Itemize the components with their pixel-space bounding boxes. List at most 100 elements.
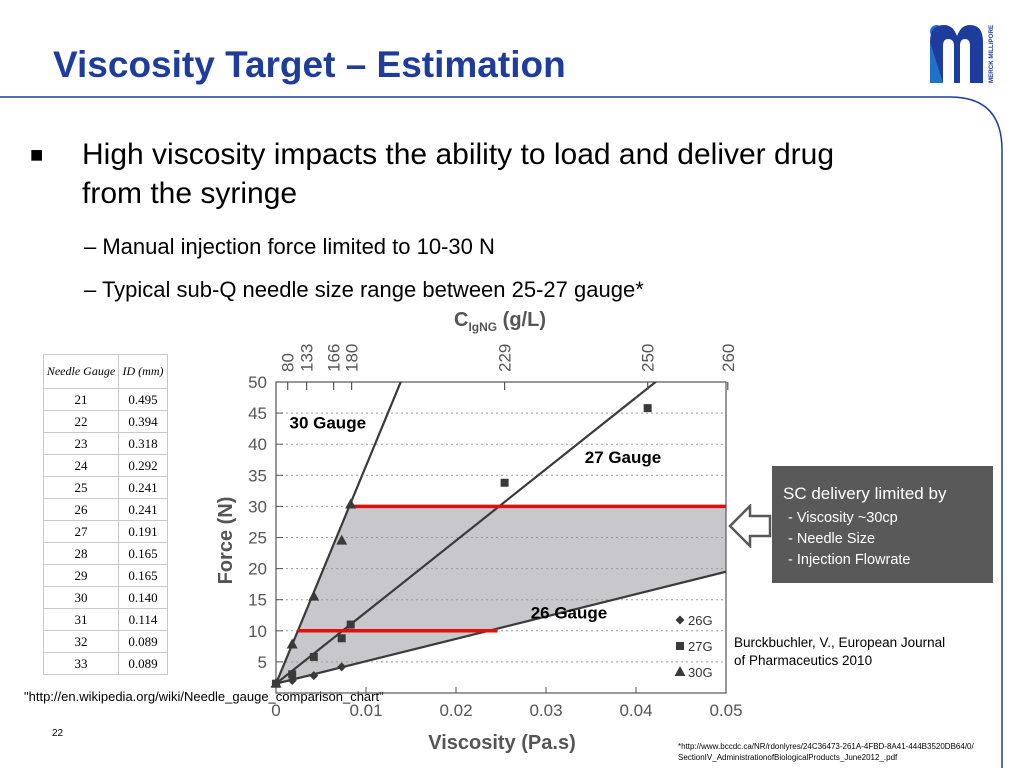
top-axis-title: CIgNG (g/L) [454,309,546,334]
y-tick-label: 45 [248,404,267,423]
x-tick-label: 0.05 [709,701,742,720]
table-row: 28 0.165 [43,542,168,565]
table-cell-id: 0.191 [118,520,168,543]
series-line-label: 27 Gauge [585,448,662,467]
fit-line-26g [276,570,726,685]
table-cell-gauge: 33 [43,652,119,675]
legend-marker-27g [676,642,684,650]
table-row: 29 0.165 [43,564,168,587]
table-row: 25 0.241 [43,476,168,499]
data-point-26g [309,671,319,681]
table-cell-gauge: 30 [43,586,119,609]
table-row: 30 0.140 [43,586,168,609]
table-cell-id: 0.241 [118,498,168,521]
page-number: 22 [52,728,64,739]
table-cell-id: 0.114 [118,608,168,631]
sub-bullet-injection-force: – Manual injection force limited to 10-3… [84,234,495,259]
chart-legend: 26G 27G 30G [674,613,713,680]
data-point-27g [288,670,297,679]
y-tick-label: 15 [248,591,267,610]
table-row: 21 0.495 [43,388,168,411]
footnote-line-2: SectionIV_AdministrationofBiologicalProd… [678,753,898,762]
citation-line-2: of Pharmaceutics 2010 [734,653,873,668]
table-header-id: ID (mm) [118,354,168,389]
y-tick-label: 30 [248,497,267,516]
data-point-30g [308,590,320,601]
callout-item-needle-size: - Needle Size [788,531,876,547]
callout-item-viscosity: - Viscosity ~30cp [788,510,898,526]
top-tick-label: 180 [343,344,362,372]
callout-item-flowrate: - Injection Flowrate [788,552,911,568]
data-point-26g [337,662,347,672]
data-point-30g [270,677,282,688]
merck-millipore-logo: MERCK MILLIPORE [930,25,995,83]
top-tick-label: 166 [325,344,344,372]
footnote-line-1: *http://www.bccdc.ca/NR/rdonlyres/24C364… [678,742,974,751]
top-tick-label: 229 [496,344,515,372]
feasible-region-shading [276,506,726,684]
left-arrow-icon [728,504,772,548]
y-tick-label: 35 [248,466,267,485]
x-tick-label: 0.04 [619,701,652,720]
table-row: 27 0.191 [43,520,168,543]
legend-marker-30g [674,666,686,676]
data-point-30g [345,498,357,509]
table-row: 24 0.292 [43,454,168,477]
y-tick-label: 5 [258,653,267,672]
bullet-marker: ■ [30,142,44,167]
top-tick-label: 80 [279,353,298,372]
x-tick-label: 0.02 [439,701,472,720]
y-tick-label: 50 [248,373,267,392]
sc-delivery-callout: SC delivery limited by - Viscosity ~30cp… [772,466,993,583]
journal-citation: Burckbuchler, V., European Journal of Ph… [734,634,945,670]
callout-title: SC delivery limited by [783,484,947,503]
x-tick-label: 0.03 [529,701,562,720]
data-point-30g [286,638,298,649]
footnote: *http://www.bccdc.ca/NR/rdonlyres/24C364… [678,741,1023,763]
y-tick-label: 40 [248,435,267,454]
top-axis-title-subscript: IgNG [468,320,497,334]
x-axis-title: Viscosity (Pa.s) [428,732,575,754]
top-tick-label: 133 [298,344,317,372]
data-point-27g [643,404,652,413]
legend-label: 26G [688,613,713,628]
data-point-27g [500,478,509,487]
legend-label: 27G [688,639,713,654]
main-bullet-text: High viscosity impacts the ability to lo… [82,138,835,210]
main-bullet: ■ High viscosity impacts the ability to … [30,135,890,213]
table-cell-gauge: 23 [43,432,119,455]
table-cell-id: 0.089 [118,630,168,653]
y-tick-label: 20 [248,560,267,579]
data-point-27g [346,620,355,629]
y-tick-label: 25 [248,529,267,548]
table-cell-id: 0.318 [118,432,168,455]
data-point-30g [336,534,348,545]
table-cell-id: 0.495 [118,388,168,411]
x-tick-label: 0.01 [349,701,382,720]
series-line-label: 26 Gauge [531,603,608,622]
table-row: 33 0.089 [43,652,168,675]
needle-gauge-table: Needle Gauge ID (mm) 21 0.495 22 0.394 23 0… [43,354,168,675]
logo-vertical-text: MERCK MILLIPORE [988,25,995,83]
legend-label: 30G [688,665,713,680]
top-axis-title-symbol: C [454,309,468,331]
citation-line-1: Burckbuchler, V., European Journal [734,635,946,650]
y-axis-title: Force (N) [215,497,237,585]
table-cell-gauge: 25 [43,476,119,499]
data-point-27g [309,652,318,661]
legend-marker-26g [675,615,685,625]
top-tick-label: 260 [719,344,738,372]
x-tick-label: 0 [271,701,280,720]
y-tick-label: 10 [248,622,267,641]
top-axis-title-unit: (g/L) [497,309,546,331]
top-tick-label: 250 [639,344,658,372]
sub-bullet-needle-size: – Typical sub-Q needle size range betwee… [84,277,644,302]
table-row: 23 0.318 [43,432,168,455]
table-cell-id: 0.292 [118,454,168,477]
data-point-27g [337,634,346,643]
slide-title: Viscosity Target – Estimation [53,44,566,85]
series-line-label: 30 Gauge [290,414,367,433]
table-row: 26 0.241 [43,498,168,521]
